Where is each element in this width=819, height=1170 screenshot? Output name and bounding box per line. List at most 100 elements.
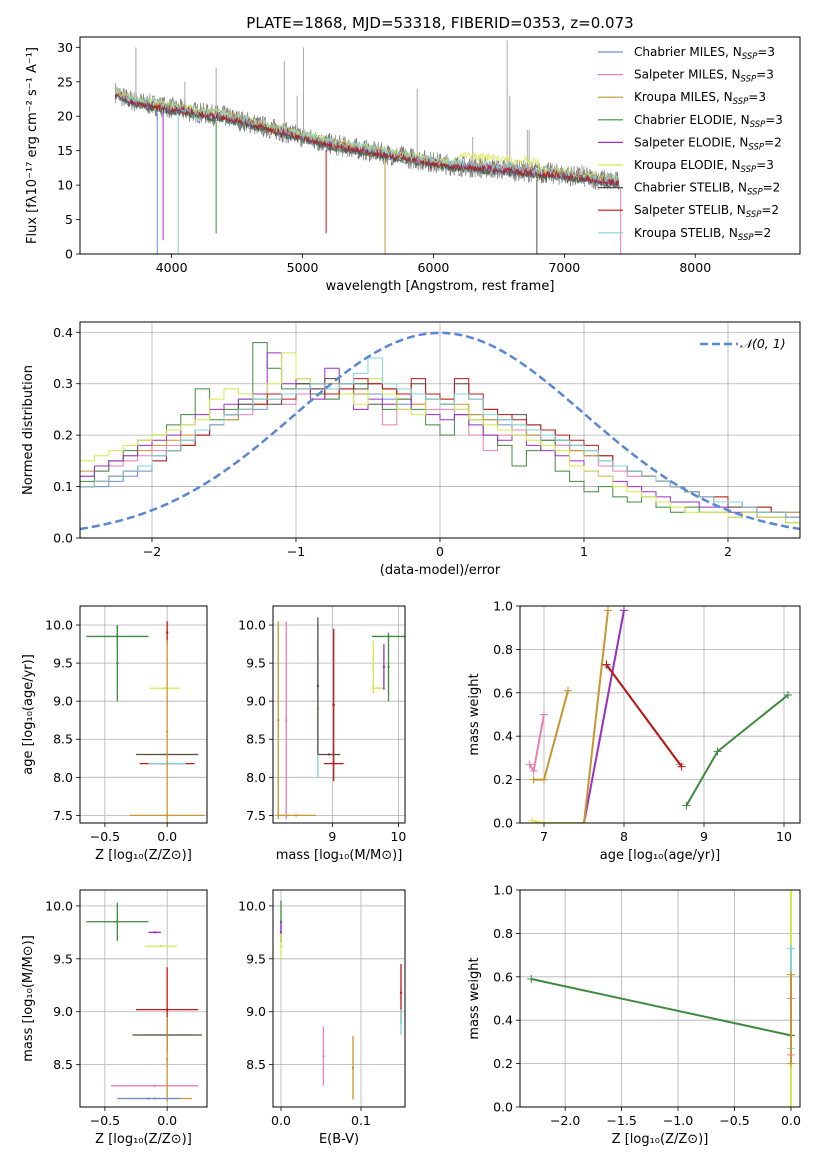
y-tick-label-3: 0.6: [493, 685, 513, 700]
errorbar-point-2: [163, 687, 166, 690]
y-tick-label-0: 8.5: [246, 1057, 266, 1072]
weight-marker-1-1: [540, 775, 548, 784]
errorbar-point-3: [322, 1054, 325, 1058]
legend-label-3: Chabrier ELODIE, NSSP=3: [634, 113, 783, 130]
normal-legend-label: 𝒩(0, 1): [740, 336, 786, 351]
plot-area: [525, 606, 792, 823]
x-tick-label-4: 2: [724, 544, 732, 559]
weight-marker-8-0: [682, 801, 691, 810]
weight-marker-5-1: [786, 970, 795, 979]
weight-marker-0-0: [525, 760, 534, 769]
weight-marker-0-1: [529, 766, 538, 775]
y-tick-label-6: 30: [57, 40, 73, 55]
errorbar-point-11: [387, 665, 390, 669]
axes-frame: [79, 605, 208, 824]
y-tick-label-4: 9.5: [53, 656, 73, 671]
weight-line-0: [531, 978, 792, 1037]
weight-marker-0-2: [540, 710, 548, 719]
legend-label-value: =3: [748, 90, 766, 104]
y-tick-label-1: 0.2: [493, 772, 513, 787]
x-tick-label-0: −0.5: [90, 829, 120, 844]
legend-label-1: Salpeter MILES, NSSP=3: [634, 68, 774, 85]
x-tick-label-0: 7: [540, 829, 548, 844]
errorbar-point-7: [165, 1058, 169, 1061]
errorbar-point-1: [153, 931, 156, 934]
age-vs-mass-panel: 9 10 7.5 8.0 8.5 9.0 9.5 10.0 mass [log₁₀(M/M⊙)]: [238, 605, 406, 863]
y-tick-label-1: 5: [65, 212, 73, 227]
x-axis-label: Z [log₁₀(Z/Z⊙)]: [95, 1132, 192, 1147]
weight-vs-metallicity-panel: −2.0 −1.5 −1.0 −0.5 0.0 0.0 0.2 0.4 0.6 0.8 1.0 Z […: [467, 883, 801, 1148]
weight-marker-8-1: [713, 747, 722, 756]
axes-frame: [79, 36, 801, 255]
weight-line-7: [605, 664, 683, 768]
legend-label-value: =2: [761, 203, 779, 217]
x-tick-label-1: 0.0: [157, 1113, 177, 1128]
y-tick-label-5: 10.0: [238, 618, 266, 633]
y-tick-label-1: 8.0: [246, 770, 266, 785]
legend-label-sub: SSP: [750, 120, 766, 130]
legend-label-sub: SSP: [741, 165, 757, 175]
weight-marker-3-1: [786, 944, 795, 953]
weight-marker-7-1: [677, 762, 686, 771]
y-tick-label-2: 8.5: [246, 732, 266, 747]
y-tick-label-1: 0.1: [53, 479, 73, 494]
errorbar-point-2: [294, 814, 298, 817]
weight-vs-age-panel: 7 8 9 10 0.0 0.2 0.4 0.6 0.8 1.0 age [log₁₀(age/yr…: [467, 599, 801, 863]
y-tick-label-2: 9.5: [53, 951, 73, 966]
chart-title: PLATE=1868, MJD=53318, FIBERID=0353, z=0…: [246, 14, 633, 32]
y-tick-label-0: 8.5: [53, 1057, 73, 1072]
x-axis-label: (data-model)/error: [380, 563, 501, 578]
y-tick-label-1: 8.0: [53, 770, 73, 785]
x-tick-label-2: 0: [436, 544, 444, 559]
weight-marker-2-1: [786, 890, 795, 894]
x-tick-label-1: −1: [287, 544, 305, 559]
x-tick-label-2: −1.0: [663, 1113, 693, 1128]
y-tick-label-4: 0.8: [493, 642, 513, 657]
x-tick-label-3: 7000: [548, 260, 580, 275]
x-tick-label-2: 9: [700, 829, 708, 844]
plot-area: [86, 621, 205, 823]
axes-frame: [272, 605, 406, 824]
weight-line-3: [583, 610, 625, 823]
errorbar-point-5: [327, 753, 331, 756]
x-tick-label-3: 1: [580, 544, 588, 559]
legend-label-4: Salpeter ELODIE, NSSP=2: [634, 135, 782, 152]
y-tick-label-2: 0.2: [53, 428, 73, 443]
legend-label-value: =3: [765, 113, 783, 127]
legend-label-5: Kroupa ELODIE, NSSP=3: [634, 158, 774, 175]
legend-label-sub: SSP: [742, 52, 758, 62]
legend-label-text: Chabrier STELIB, N: [634, 181, 747, 195]
y-tick-label-3: 10.0: [238, 898, 266, 913]
age-vs-metallicity-panel: −0.5 0.0 7.5 8.0 8.5 9.0 9.5 10.0 Z [log₁₀(Z/Z⊙)…: [21, 605, 208, 863]
x-tick-label-0: −0.5: [90, 1113, 120, 1128]
x-tick-label-0: −2: [143, 544, 161, 559]
plot-area: [114, 40, 622, 254]
weight-marker-2-0: [786, 1103, 795, 1107]
y-tick-label-3: 9.0: [246, 694, 266, 709]
histogram-chabrier-elodie: [80, 342, 800, 524]
errorbar-point-1: [116, 661, 119, 665]
plot-area: [80, 331, 800, 531]
y-tick-label-1: 0.2: [493, 1056, 513, 1071]
errorbar-point-4: [316, 684, 320, 688]
y-axis-label: Normed distribution: [21, 365, 36, 495]
errorbar-point-9: [147, 1097, 150, 1100]
weight-marker-4-0: [580, 819, 588, 823]
x-tick-label-0: 4000: [156, 260, 188, 275]
legend-label-text: Kroupa MILES, N: [634, 90, 733, 104]
errorbar-point-1: [285, 719, 288, 722]
weight-marker-3-1: [620, 606, 628, 615]
errorbar-point-6: [332, 703, 335, 707]
y-tick-label-3: 0.3: [53, 376, 73, 391]
legend-label-text: Chabrier ELODIE, N: [634, 113, 750, 127]
errorbar-point-8: [372, 665, 375, 669]
legend-label-sub: SSP: [748, 142, 764, 152]
y-tick-label-3: 15: [57, 143, 73, 158]
x-axis-label: Z [log₁₀(Z/Z⊙)]: [612, 1132, 709, 1147]
y-tick-label-2: 0.4: [493, 1013, 513, 1028]
residuals-panel: −2 −1 0 1 2 0.0 0.1 0.2 0.3 0.4 (data-model)/error…: [21, 321, 801, 578]
x-tick-label-1: 0.0: [157, 829, 177, 844]
x-tick-label-0: 9: [328, 829, 336, 844]
legend-label-text: Salpeter ELODIE, N: [634, 135, 748, 149]
legend-label-2: Kroupa MILES, NSSP=3: [634, 90, 766, 107]
